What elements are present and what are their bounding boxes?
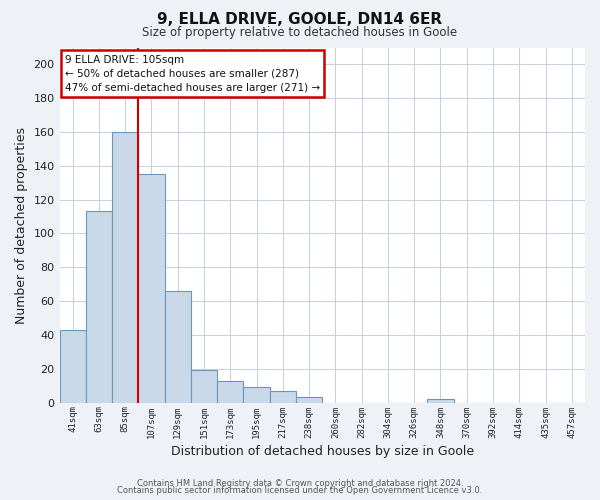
Text: Size of property relative to detached houses in Goole: Size of property relative to detached ho… [142, 26, 458, 39]
Y-axis label: Number of detached properties: Number of detached properties [15, 126, 28, 324]
Text: 9 ELLA DRIVE: 105sqm
← 50% of detached houses are smaller (287)
47% of semi-deta: 9 ELLA DRIVE: 105sqm ← 50% of detached h… [65, 54, 320, 92]
Bar [164, 291, 191, 403]
Bar [270, 390, 296, 402]
Bar [244, 388, 270, 402]
Bar [217, 380, 244, 402]
Bar [427, 399, 454, 402]
Text: Contains public sector information licensed under the Open Government Licence v3: Contains public sector information licen… [118, 486, 482, 495]
Bar [191, 370, 217, 402]
Bar [112, 132, 139, 402]
Bar [86, 212, 112, 402]
Bar [59, 330, 86, 402]
Bar [296, 398, 322, 402]
Text: 9, ELLA DRIVE, GOOLE, DN14 6ER: 9, ELLA DRIVE, GOOLE, DN14 6ER [157, 12, 443, 28]
Text: Contains HM Land Registry data © Crown copyright and database right 2024.: Contains HM Land Registry data © Crown c… [137, 478, 463, 488]
X-axis label: Distribution of detached houses by size in Goole: Distribution of detached houses by size … [171, 444, 474, 458]
Bar [139, 174, 164, 402]
